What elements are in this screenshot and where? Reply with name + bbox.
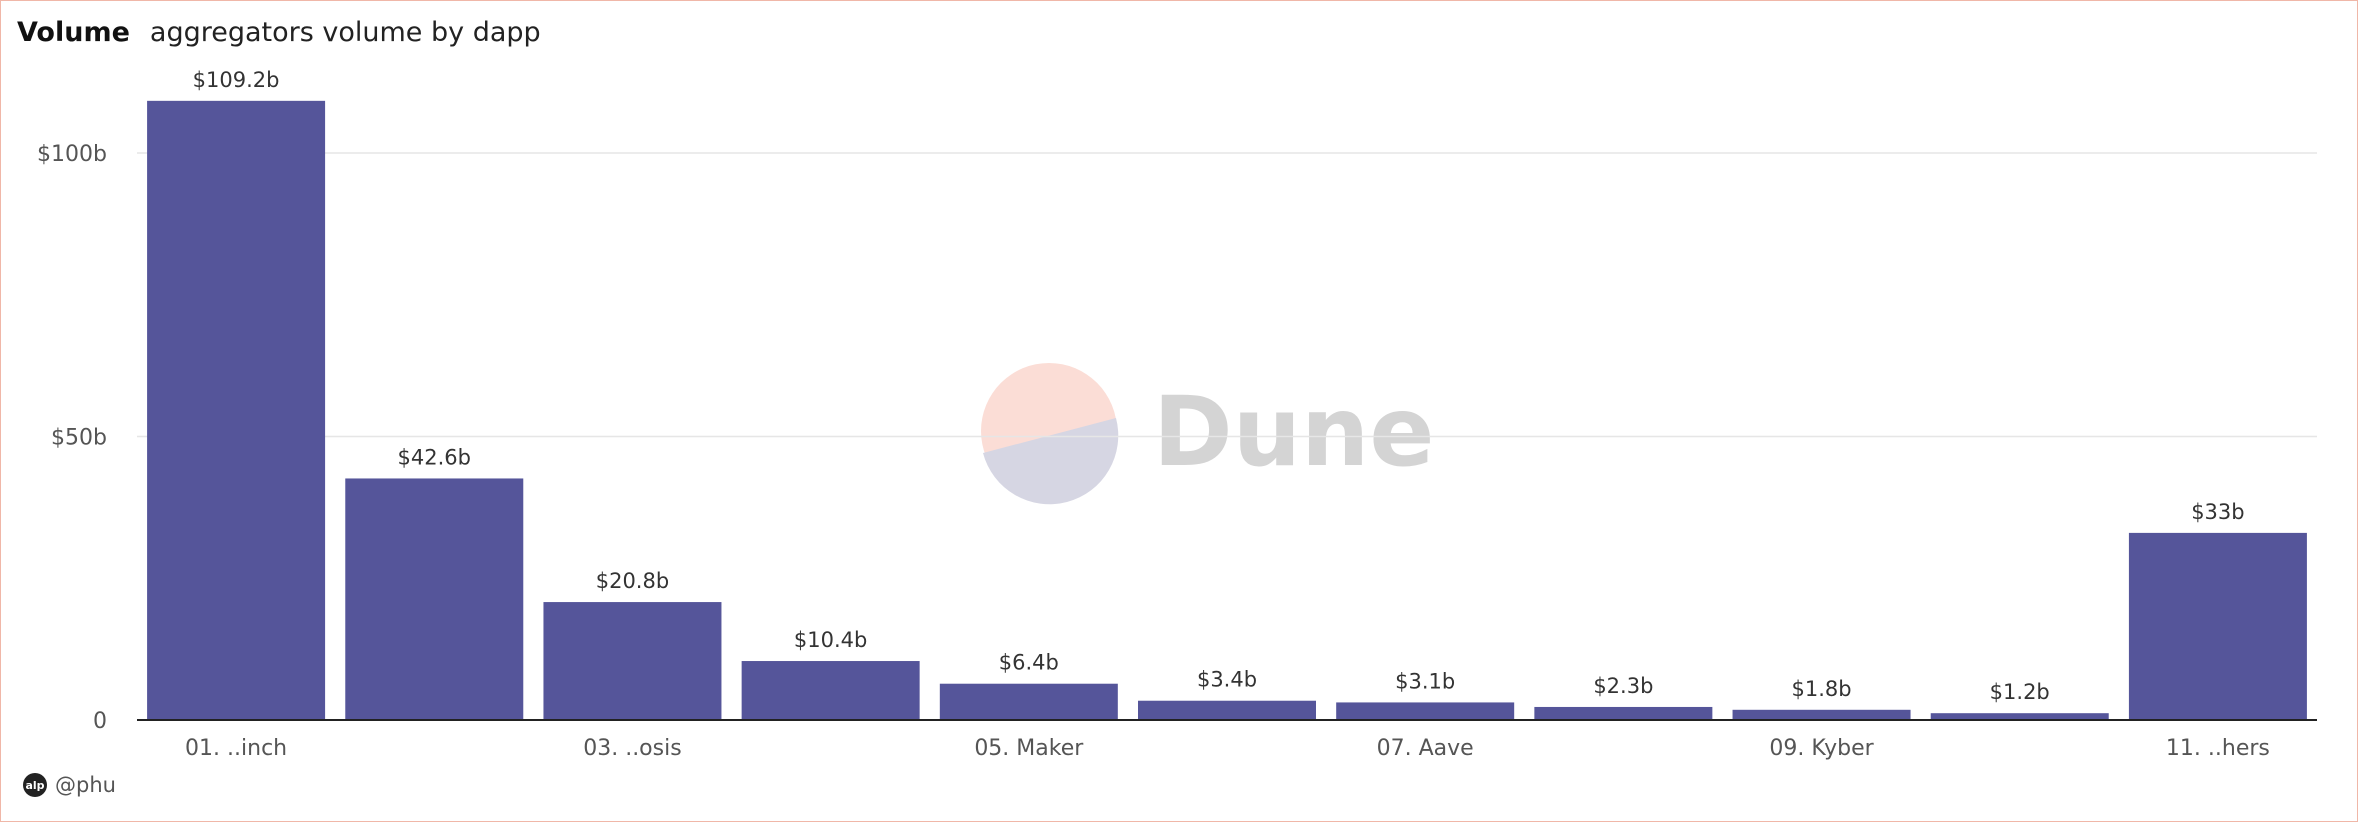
- watermark-text: Dune: [1153, 376, 1434, 488]
- bar-value-label: $42.6b: [398, 445, 471, 469]
- bar[interactable]: [543, 602, 722, 720]
- bar-value-label: $109.2b: [193, 68, 280, 92]
- bar[interactable]: [1930, 713, 2109, 720]
- y-tick-label: $100b: [37, 142, 107, 167]
- bar-value-label: $2.3b: [1593, 674, 1653, 698]
- bars-layer: $109.2b $42.6b $20.8b $10.4b $6.4b $3.4b $3.1b…: [147, 68, 2307, 720]
- chart-subtitle: aggregators volume by dapp: [149, 17, 541, 48]
- x-tick-label: 01. ..inch: [185, 736, 287, 761]
- x-tick-label: 07. Aave: [1377, 736, 1474, 761]
- bar[interactable]: [1732, 709, 1911, 720]
- grid-layer: [137, 152, 2317, 438]
- bar[interactable]: [741, 661, 920, 720]
- author-credit[interactable]: alp @phu: [23, 773, 116, 797]
- x-tick-label: 05. Maker: [974, 736, 1084, 761]
- bar-value-label: $3.1b: [1395, 669, 1455, 693]
- bar[interactable]: [1534, 706, 1713, 720]
- bar[interactable]: [939, 683, 1118, 720]
- chart-header: Volume aggregators volume by dapp: [17, 17, 541, 48]
- x-tick-label: 11. ..hers: [2166, 736, 2270, 761]
- axis-layer: 0 $50b $100b 01. ..inch 03. ..osis 05. Maker 0…: [37, 142, 2317, 761]
- bar[interactable]: [1138, 700, 1316, 720]
- bar-value-label: $33b: [2191, 500, 2244, 524]
- bar-value-label: $1.8b: [1791, 677, 1851, 701]
- bar[interactable]: [345, 478, 524, 720]
- bar-value-label: $3.4b: [1197, 668, 1257, 692]
- bar-value-label: $6.4b: [999, 651, 1059, 675]
- author-handle[interactable]: @phu: [55, 773, 116, 797]
- watermark-logo-lower-half: [983, 418, 1119, 505]
- bar-value-label: $10.4b: [794, 628, 867, 652]
- chart-title: Volume: [17, 17, 130, 48]
- x-tick-label: 09. Kyber: [1769, 736, 1874, 761]
- bar[interactable]: [147, 100, 326, 720]
- bar[interactable]: [2128, 532, 2307, 720]
- bar-value-label: $1.2b: [1990, 680, 2050, 704]
- y-tick-label: $50b: [51, 426, 107, 451]
- dune-watermark: Dune: [981, 363, 1434, 505]
- bar[interactable]: [1336, 702, 1515, 720]
- y-tick-label: 0: [93, 709, 107, 734]
- bar-value-label: $20.8b: [596, 569, 669, 593]
- user-avatar-icon: alp: [23, 773, 47, 797]
- x-tick-label: 03. ..osis: [583, 736, 681, 761]
